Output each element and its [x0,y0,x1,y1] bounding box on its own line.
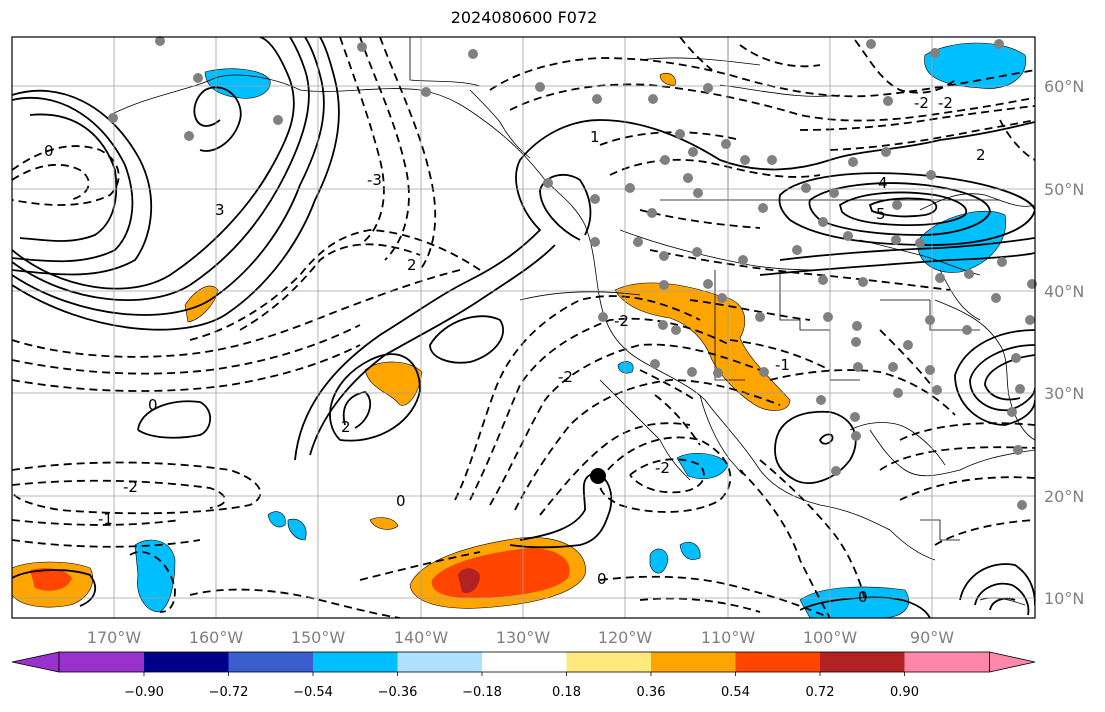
station-marker [590,468,606,484]
map-plot-area [12,37,1035,618]
svg-text:0.72: 0.72 [806,685,835,700]
longitude-labels: 170°W 160°W 150°W 140°W 130°W 120°W 110°… [87,628,954,647]
svg-text:3: 3 [215,201,225,219]
shaded-anomalies [12,42,1027,618]
svg-text:−0.36: −0.36 [378,685,418,700]
svg-text:-2: -2 [914,94,929,112]
svg-text:-2: -2 [123,478,138,496]
svg-text:0: 0 [396,492,406,510]
svg-text:−0.72: −0.72 [209,685,249,700]
svg-text:-3: -3 [367,171,382,189]
svg-text:30°N: 30°N [1044,384,1084,403]
svg-text:-2: -2 [655,459,670,477]
colorbar-tick-labels: −0.90 −0.72 −0.54 −0.36 −0.18 0.18 0.36 … [124,685,919,700]
svg-text:2: 2 [407,256,417,274]
svg-text:110°W: 110°W [701,628,756,647]
svg-text:-2: -2 [938,94,953,112]
svg-text:0: 0 [148,396,158,414]
svg-text:0: 0 [44,142,54,160]
svg-text:0: 0 [597,570,607,588]
svg-text:-1: -1 [98,510,113,528]
svg-text:−0.18: −0.18 [462,685,502,700]
map-title: 2024080600 F072 [450,8,598,27]
svg-text:100°W: 100°W [803,628,858,647]
svg-text:120°W: 120°W [598,628,653,647]
gridlines [12,37,1035,618]
svg-text:-2: -2 [614,312,629,330]
svg-text:60°N: 60°N [1044,77,1084,96]
svg-text:1: 1 [590,128,600,146]
svg-text:40°N: 40°N [1044,282,1084,301]
svg-text:2: 2 [976,146,986,164]
latitude-labels: 60°N 50°N 40°N 30°N 20°N 10°N [1044,77,1084,608]
svg-text:0.36: 0.36 [637,685,666,700]
svg-text:170°W: 170°W [87,628,142,647]
station-dots [108,36,1037,510]
svg-text:5: 5 [876,205,886,223]
contour-labels: 0 1 2 3 -1 -2 -3 5 4 -2 -2 -1 0 2 0 -2 0… [44,94,986,606]
svg-text:150°W: 150°W [291,628,346,647]
svg-text:-2: -2 [558,368,573,386]
svg-text:0.54: 0.54 [721,685,750,700]
svg-text:10°N: 10°N [1044,589,1084,608]
colorbar: −0.90 −0.72 −0.54 −0.36 −0.18 0.18 0.36 … [11,651,1036,700]
contours-solid [12,37,1035,618]
svg-text:0.90: 0.90 [890,685,919,700]
svg-text:−0.54: −0.54 [293,685,333,700]
svg-text:90°W: 90°W [910,628,954,647]
svg-text:140°W: 140°W [394,628,449,647]
svg-text:4: 4 [878,174,888,192]
svg-text:0.18: 0.18 [552,685,581,700]
svg-text:50°N: 50°N [1044,180,1084,199]
svg-text:0: 0 [858,588,868,606]
svg-text:-1: -1 [775,356,790,374]
svg-text:20°N: 20°N [1044,487,1084,506]
svg-text:−0.90: −0.90 [124,685,164,700]
svg-text:2: 2 [341,418,351,436]
map-frame [11,36,1036,619]
svg-text:130°W: 130°W [496,628,551,647]
svg-text:160°W: 160°W [189,628,244,647]
